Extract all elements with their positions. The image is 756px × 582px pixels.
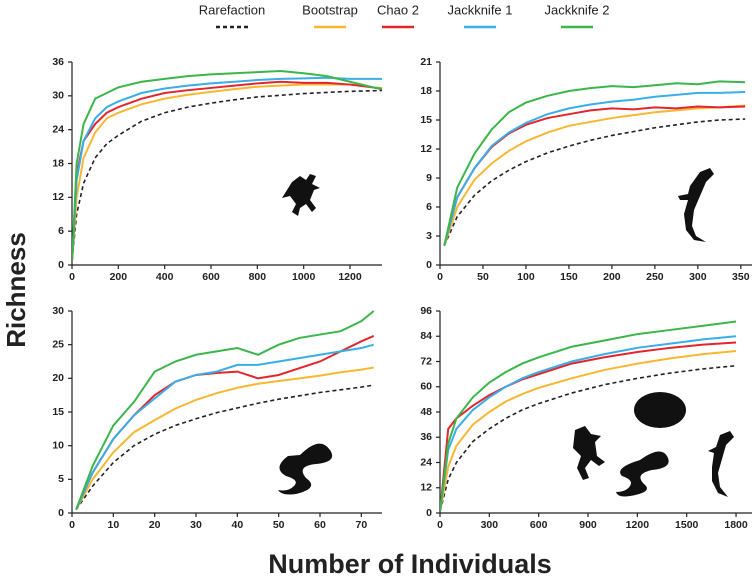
series-line bbox=[75, 343, 374, 511]
x-tick-label: 200 bbox=[110, 271, 128, 283]
y-tick-label: 9 bbox=[426, 172, 432, 184]
x-tick-label: 50 bbox=[273, 519, 285, 531]
legend-label: Rarefaction bbox=[199, 2, 265, 17]
y-tick-label: 20 bbox=[52, 372, 64, 384]
silhouettes bbox=[278, 168, 734, 497]
x-tick-label: 300 bbox=[481, 519, 499, 531]
series-line bbox=[443, 104, 746, 246]
y-tick-label: 72 bbox=[420, 355, 432, 367]
series-line bbox=[72, 70, 382, 260]
x-tick-label: 150 bbox=[560, 271, 578, 283]
y-tick-label: 3 bbox=[426, 230, 432, 242]
x-tick-label: 20 bbox=[149, 519, 161, 531]
series-line bbox=[72, 80, 382, 260]
x-tick-label: 800 bbox=[249, 271, 267, 283]
y-tick-label: 12 bbox=[420, 482, 432, 494]
y-tick-label: 12 bbox=[52, 191, 64, 203]
y-tick-label: 84 bbox=[420, 330, 432, 342]
y-tick-label: 24 bbox=[52, 123, 64, 135]
x-tick-label: 900 bbox=[579, 519, 597, 531]
x-tick-label: 10 bbox=[107, 519, 119, 531]
series-line bbox=[72, 89, 382, 260]
y-tick-label: 60 bbox=[420, 381, 432, 393]
y-tick-label: 30 bbox=[52, 305, 64, 317]
x-tick-label: 1000 bbox=[292, 271, 316, 283]
legend-label: Bootstrap bbox=[302, 2, 358, 17]
y-tick-label: 0 bbox=[58, 259, 64, 271]
x-tick-label: 1800 bbox=[724, 519, 748, 531]
y-tick-label: 18 bbox=[420, 85, 432, 97]
x-tick-label: 600 bbox=[530, 519, 548, 531]
x-tick-label: 300 bbox=[689, 271, 707, 283]
x-tick-label: 400 bbox=[156, 271, 174, 283]
legend-label: Chao 2 bbox=[377, 2, 419, 17]
y-tick-label: 15 bbox=[52, 406, 64, 418]
x-tick-label: 1200 bbox=[626, 519, 650, 531]
y-tick-label: 21 bbox=[420, 56, 432, 68]
x-tick-label: 0 bbox=[69, 271, 75, 283]
series-line bbox=[443, 118, 746, 246]
x-tick-label: 40 bbox=[231, 519, 243, 531]
series-line bbox=[72, 83, 382, 260]
x-tick-label: 600 bbox=[202, 271, 220, 283]
series-line bbox=[440, 335, 737, 512]
series-line bbox=[440, 320, 737, 512]
y-tick-label: 24 bbox=[420, 456, 432, 468]
x-tick-label: 0 bbox=[437, 271, 443, 283]
y-tick-label: 25 bbox=[52, 338, 64, 350]
y-tick-label: 30 bbox=[52, 90, 64, 102]
y-tick-label: 0 bbox=[426, 259, 432, 271]
series-line bbox=[440, 349, 737, 512]
x-tick-label: 100 bbox=[517, 271, 535, 283]
y-tick-label: 18 bbox=[52, 157, 64, 169]
legend-label: Jackknife 2 bbox=[544, 2, 609, 17]
x-axis-label: Number of Individuals bbox=[268, 549, 552, 579]
y-tick-label: 0 bbox=[58, 507, 64, 519]
y-axis-label: Richness bbox=[1, 232, 31, 348]
y-tick-label: 48 bbox=[420, 406, 432, 418]
y-tick-label: 36 bbox=[52, 56, 64, 68]
series-line bbox=[443, 90, 746, 246]
y-tick-label: 96 bbox=[420, 305, 432, 317]
series-line bbox=[443, 80, 746, 246]
y-tick-label: 6 bbox=[426, 201, 432, 213]
series-line bbox=[75, 384, 374, 511]
x-tick-label: 0 bbox=[437, 519, 443, 531]
y-tick-label: 10 bbox=[52, 439, 64, 451]
x-tick-label: 1200 bbox=[338, 271, 362, 283]
x-tick-label: 50 bbox=[477, 271, 489, 283]
x-tick-label: 30 bbox=[190, 519, 202, 531]
y-tick-label: 36 bbox=[420, 431, 432, 443]
x-tick-label: 1500 bbox=[675, 519, 699, 531]
series-line bbox=[75, 310, 375, 510]
y-tick-label: 5 bbox=[58, 473, 64, 485]
y-tick-label: 6 bbox=[58, 225, 64, 237]
x-tick-label: 60 bbox=[314, 519, 326, 531]
series-line bbox=[75, 334, 375, 511]
legend-label: Jackknife 1 bbox=[447, 2, 512, 17]
x-tick-label: 350 bbox=[732, 271, 750, 283]
series-line bbox=[72, 76, 382, 260]
y-tick-label: 0 bbox=[426, 507, 432, 519]
x-tick-label: 200 bbox=[603, 271, 621, 283]
x-tick-label: 70 bbox=[355, 519, 367, 531]
x-tick-label: 0 bbox=[69, 519, 75, 531]
x-tick-label: 250 bbox=[646, 271, 664, 283]
y-tick-label: 12 bbox=[420, 143, 432, 155]
series-line bbox=[440, 341, 737, 511]
y-tick-label: 15 bbox=[420, 114, 432, 126]
series-line bbox=[75, 366, 374, 511]
